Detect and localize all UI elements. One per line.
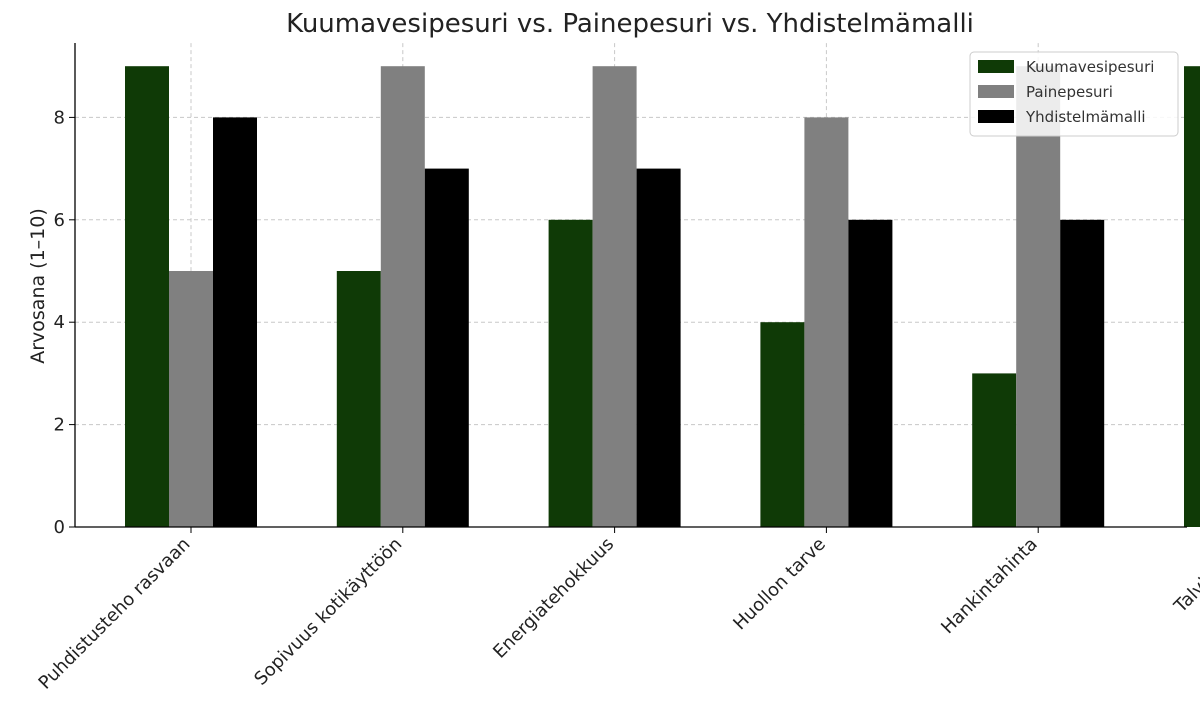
x-tick-label: Huollon tarve (729, 534, 830, 635)
bar (548, 219, 593, 528)
y-tick-label: 4 (54, 312, 65, 333)
legend-swatch (978, 110, 1014, 123)
bar (592, 66, 637, 527)
legend-frame (969, 51, 1179, 137)
bar (424, 168, 469, 527)
bar (125, 66, 169, 527)
x-ticks: Puhdistusteho rasvaan Sopivuus kotikäyttö… (35, 527, 1200, 694)
legend-label: Kuumavesipesuri (1026, 58, 1154, 76)
legend-label: Painepesuri (1026, 83, 1113, 101)
y-tick-label: 2 (54, 415, 65, 436)
x-tick-label: Energiatehokkuus (489, 534, 618, 663)
bar (169, 271, 213, 527)
bar (1184, 66, 1200, 527)
bar (380, 66, 425, 527)
bars-group (125, 66, 1200, 528)
bar (848, 219, 893, 528)
y-ticks: 0 2 4 6 8 (54, 107, 75, 538)
legend: Kuumavesipesuri Painepesuri Yhdistelmämall… (969, 51, 1179, 137)
x-tick-label: Puhdistusteho rasvaan (35, 534, 195, 694)
bar (804, 117, 849, 528)
bar (336, 271, 381, 527)
bar (760, 322, 805, 527)
y-tick-label: 6 (54, 210, 65, 231)
axes (74, 43, 1187, 528)
bar (1060, 219, 1105, 528)
bar (972, 373, 1017, 527)
x-tick-label: Sopivuus kotikäyttöön (250, 534, 406, 690)
legend-label: Yhdistelmämalli (1025, 108, 1146, 126)
chart-title: Kuumavesipesuri vs. Painepesuri vs. Yhdi… (286, 9, 974, 39)
y-tick-label: 0 (54, 517, 65, 538)
x-tick-label: Talvikäyttö (1170, 534, 1200, 618)
y-axis-label: Arvosana (1–10) (27, 208, 49, 364)
y-tick-label: 8 (54, 107, 65, 128)
bar (213, 117, 257, 528)
bar (1016, 66, 1061, 527)
bar (636, 168, 681, 527)
legend-swatch (978, 85, 1014, 98)
x-tick-label: Hankintahinta (937, 534, 1042, 639)
legend-swatch (978, 60, 1014, 73)
